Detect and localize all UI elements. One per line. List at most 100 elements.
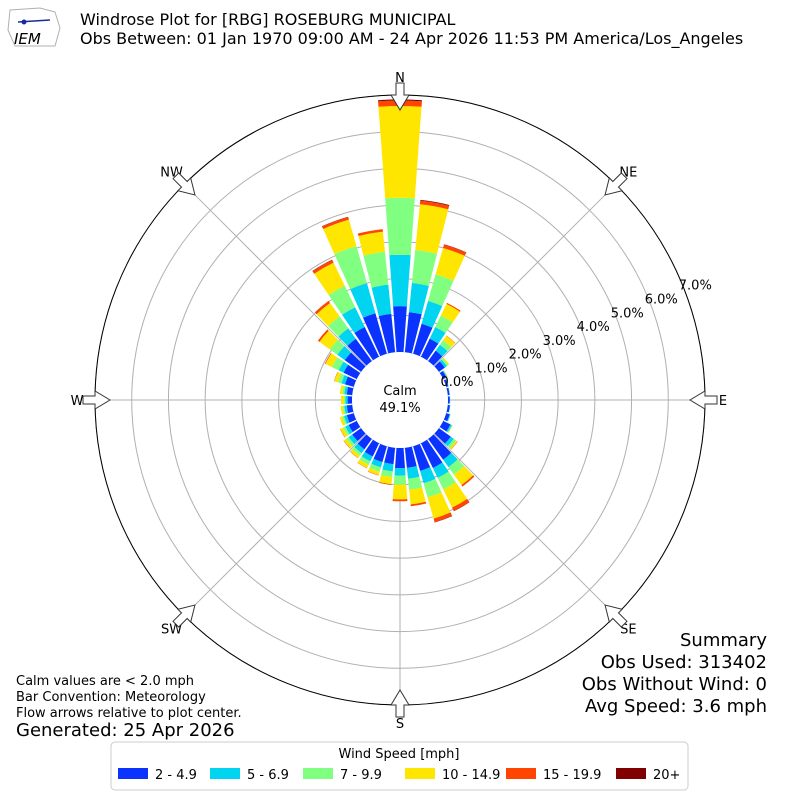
grid-spoke-se <box>433 433 617 617</box>
bar-220deg-bin-4 <box>349 451 359 459</box>
bar-290deg-bin-3 <box>334 372 342 383</box>
bar-180deg-bin-3 <box>392 484 408 500</box>
arrow-shape <box>82 390 111 410</box>
bar-210deg-bin-2 <box>359 456 371 465</box>
bar-110deg-bin-2 <box>447 414 451 422</box>
bar-30deg-bin-2 <box>435 315 453 333</box>
bar-60deg-bin-3 <box>443 370 448 378</box>
bar-260deg-bin-1 <box>344 405 349 414</box>
bar-0deg-bin-3 <box>378 106 422 199</box>
summary-block: Summary Obs Used: 313402 Obs Without Win… <box>582 630 768 717</box>
bar-30deg-bin-3 <box>440 303 460 323</box>
bar-150deg-bin-4 <box>452 498 470 511</box>
bar-300deg-bin-1 <box>338 361 349 373</box>
bar-50deg-bin-1 <box>439 359 447 368</box>
radial-tick-label-3: 3.0% <box>543 334 576 349</box>
bar-30deg-bin-4 <box>446 302 461 312</box>
flow-arrow-se <box>604 604 628 628</box>
bar-240deg-bin-0 <box>348 420 361 433</box>
bar-40deg-bin-0 <box>428 350 443 366</box>
bar-210deg-bin-3 <box>357 459 369 469</box>
bar-60deg-bin-0 <box>439 370 447 380</box>
flow-arrow-ne <box>604 172 628 196</box>
direction-label-w: W <box>71 394 84 409</box>
legend-swatch-5 <box>616 768 646 779</box>
legend-swatch-1 <box>210 768 240 779</box>
bar-200deg-bin-4 <box>367 471 379 476</box>
bar-300deg-bin-4 <box>324 353 332 364</box>
bar-20deg-bin-1 <box>421 300 443 328</box>
bar-130deg-bin-3 <box>449 440 458 450</box>
bar-150deg-bin-3 <box>443 482 468 508</box>
bar-350deg-bin-2 <box>363 251 389 288</box>
bar-290deg-bin-2 <box>337 373 345 384</box>
flow-arrow-s <box>390 689 410 718</box>
bar-50deg-bin-3 <box>442 357 450 366</box>
bar-340deg-bin-0 <box>363 313 387 357</box>
legend-frame <box>110 741 689 791</box>
legend-items: 2 - 4.9 5 - 6.9 7 - 9.9 10 - 14.9 15 - 19.9 2… <box>118 768 680 783</box>
legend-label-4: 15 - 19.9 <box>543 768 601 783</box>
bar-40deg-bin-3 <box>443 335 456 348</box>
legend-label-0: 2 - 4.9 <box>155 768 197 783</box>
bar-270deg-bin-3 <box>340 395 345 405</box>
bar-270deg-bin-2 <box>343 395 346 405</box>
bar-170deg-bin-2 <box>408 476 423 490</box>
bar-10deg-bin-0 <box>404 312 422 354</box>
bar-50deg-bin-2 <box>441 358 449 367</box>
bar-270deg-bin-1 <box>345 396 348 404</box>
bar-80deg-bin-1 <box>448 387 450 395</box>
bar-350deg-bin-1 <box>371 284 392 317</box>
bar-150deg-bin-5 <box>453 501 470 512</box>
arrow-shape <box>172 604 196 628</box>
summary-obs-used: Obs Used: 313402 <box>601 652 767 673</box>
bar-200deg-bin-0 <box>373 443 387 463</box>
bar-130deg-bin-0 <box>434 428 451 444</box>
bar-330deg-bin-2 <box>328 285 356 315</box>
bar-220deg-bin-1 <box>354 443 365 454</box>
bar-140deg-bin-3 <box>453 466 474 486</box>
bar-290deg-bin-4 <box>334 371 338 382</box>
bar-150deg-bin-1 <box>432 462 449 478</box>
bar-10deg-bin-2 <box>411 249 437 286</box>
bar-160deg-bin-4 <box>433 512 453 523</box>
bar-260deg-bin-0 <box>346 404 354 414</box>
calm-circle <box>352 352 448 448</box>
radial-tick-label-6: 6.0% <box>645 292 678 307</box>
bar-20deg-bin-3 <box>435 247 465 281</box>
bar-100deg-bin-0 <box>446 404 450 413</box>
bar-160deg-bin-1 <box>420 467 436 484</box>
bar-220deg-bin-0 <box>357 434 372 450</box>
bar-90deg-bin-0 <box>447 396 450 404</box>
bar-10deg-bin-3 <box>415 204 449 254</box>
summary-title: Summary <box>680 630 767 651</box>
bar-20deg-bin-0 <box>413 323 433 357</box>
direction-label-s: S <box>396 717 404 732</box>
arrow-shape <box>390 82 410 111</box>
radial-tick-label-2: 2.0% <box>509 348 542 363</box>
bar-330deg-bin-4 <box>312 259 334 274</box>
iowa-state-outline <box>7 7 61 47</box>
bar-310deg-bin-0 <box>344 352 366 372</box>
radial-tick-label-5: 5.0% <box>611 306 644 321</box>
bar-180deg-bin-0 <box>395 447 405 469</box>
bar-300deg-bin-0 <box>343 364 361 380</box>
summary-obs-without-wind: Obs Without Wind: 0 <box>582 674 767 695</box>
bar-340deg-bin-3 <box>323 219 357 255</box>
radial-tick-label-7: 7.0% <box>679 279 712 294</box>
flow-arrow-e <box>689 390 718 410</box>
bar-190deg-bin-3 <box>379 475 393 485</box>
bar-210deg-bin-0 <box>364 439 380 457</box>
bar-240deg-bin-1 <box>345 424 353 435</box>
bar-270deg-bin-0 <box>347 396 353 404</box>
bar-80deg-bin-0 <box>446 387 450 396</box>
bar-50deg-bin-0 <box>434 361 445 372</box>
flow-arrows-note: Flow arrows relative to plot center. <box>16 706 242 721</box>
bar-330deg-bin-1 <box>342 307 365 333</box>
bar-70deg-bin-1 <box>445 379 449 387</box>
bar-250deg-bin-1 <box>343 415 350 424</box>
bar-30deg-bin-0 <box>420 338 439 361</box>
bar-250deg-bin-0 <box>346 413 357 423</box>
bar-340deg-bin-5 <box>321 216 349 227</box>
